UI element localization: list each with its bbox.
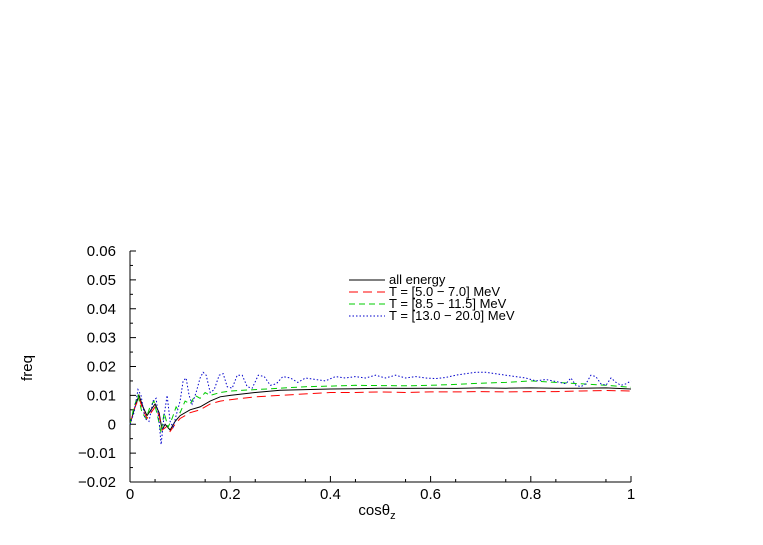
legend-label: T = [8.5 − 11.5] MeV <box>389 296 507 311</box>
x-tick-label: 0.4 <box>320 486 341 503</box>
series-line-1 <box>129 389 632 433</box>
y-tick-label: −0.01 <box>78 445 116 462</box>
legend-label: T = [13.0 − 20.0] MeV <box>389 308 515 323</box>
x-axis-title-main: cosθ <box>358 502 390 519</box>
x-axis-title-sub: z <box>390 510 396 522</box>
y-ticks: −0.02 −0.01 0 0.01 0.02 0.03 0.04 0.05 0.06 <box>78 243 136 491</box>
series-lines <box>129 371 632 445</box>
series-line-2 <box>129 380 632 434</box>
y-tick-label: 0.05 <box>87 272 116 289</box>
y-axis-title: freq <box>19 355 36 381</box>
x-tick-label: 1 <box>627 486 635 503</box>
x-tick-label: 0.8 <box>520 486 541 503</box>
plot-area: 0 0.2 0.4 0.6 0.8 1 −0.02 −0.01 0 0.01 0.02 0.03 0.… <box>78 243 635 503</box>
x-axis-title: cosθz <box>358 502 395 522</box>
y-tick-label: 0.02 <box>87 359 116 376</box>
y-tick-label: −0.02 <box>78 474 116 491</box>
series-line-0 <box>129 387 632 432</box>
y-tick-label: 0.04 <box>87 301 116 318</box>
x-tick-label: 0 <box>126 486 134 503</box>
x-ticks: 0 0.2 0.4 0.6 0.8 1 <box>126 476 635 503</box>
y-tick-label: 0.01 <box>87 387 116 404</box>
y-tick-label: 0 <box>108 416 116 433</box>
x-tick-label: 0.2 <box>220 486 241 503</box>
x-tick-label: 0.6 <box>420 486 441 503</box>
y-tick-label: 0.06 <box>87 243 116 260</box>
series-line-3 <box>129 371 632 445</box>
legend-label: T = [5.0 − 7.0] MeV <box>389 284 500 299</box>
legend-label: all energy <box>389 272 446 287</box>
y-tick-label: 0.03 <box>87 330 116 347</box>
